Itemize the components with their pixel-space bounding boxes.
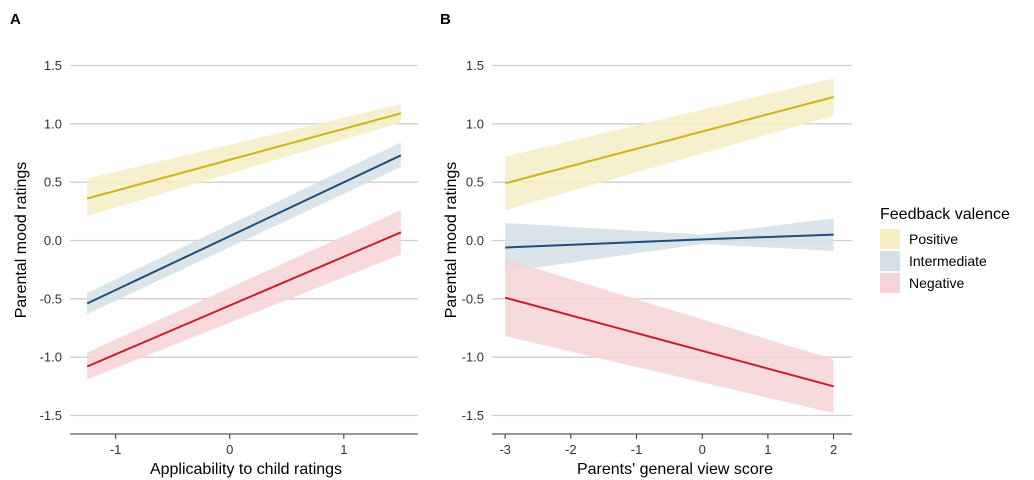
panel-b-intermediate-confidence-band [505, 218, 834, 272]
panel-a-positive-confidence-band [87, 104, 401, 216]
legend-label-positive: Positive [909, 231, 958, 247]
panel-b-x-axis-title: Parents' general view score [577, 461, 773, 478]
panel-a: A -1.5 -1.0 -0.5 0.0 0.5 1.0 1.5 -1 0 1 Applicabi… [10, 11, 418, 478]
panel-b-x-tick-label: -1 [631, 442, 643, 457]
panel-a-lines [86, 112, 402, 368]
legend-label-intermediate: Intermediate [909, 253, 987, 269]
panel-a-y-tick-label: 0.5 [44, 175, 62, 190]
panel-a-x-axis-title: Applicability to child ratings [150, 461, 342, 478]
legend-title: Feedback valence [880, 206, 1010, 223]
panel-b-intermediate-line [505, 233, 834, 249]
panel-b-x-tick-label: -3 [499, 442, 511, 457]
panel-a-y-tick-label: -1.0 [40, 350, 62, 365]
panel-b-bands [505, 78, 834, 414]
panel-a-bands [87, 104, 401, 380]
legend-swatch-positive [880, 229, 900, 249]
panel-b-negative-confidence-band [505, 259, 834, 414]
legend: Feedback valence Positive Intermediate Neg… [880, 206, 1010, 293]
panel-b-y-tick-label: 1.0 [466, 116, 484, 131]
panel-a-label: A [10, 11, 21, 28]
panel-b-lines [504, 96, 834, 388]
panel-a-y-tick-label: 1.5 [44, 58, 62, 73]
legend-swatch-negative [880, 273, 900, 293]
legend-item-negative: Negative [880, 273, 964, 293]
panel-b-positive-confidence-band [505, 78, 834, 211]
panel-a-negative-confidence-band [87, 210, 401, 380]
panel-a-y-tick-label: 1.0 [44, 116, 62, 131]
legend-items: Positive Intermediate Negative [880, 229, 987, 293]
panel-b-x-tick-label: 1 [764, 442, 771, 457]
panel-a-intermediate-line [86, 154, 402, 305]
panel-b-y-tick-label: -1.0 [462, 350, 484, 365]
panel-b-x-tick-label: 0 [699, 442, 706, 457]
panel-b-label: B [440, 11, 451, 28]
panel-b-positive-line [504, 96, 834, 185]
panel-b-y-tick-label: 0.5 [466, 175, 484, 190]
legend-item-positive: Positive [880, 229, 958, 249]
panel-a-intermediate-confidence-band [87, 142, 401, 314]
panel-a-negative-line [86, 231, 402, 368]
panel-a-y-axis-title: Parental mood ratings [13, 162, 30, 319]
panel-b-axes: -1.5 -1.0 -0.5 0.0 0.5 1.0 1.5 -3 -2 -1 0 1 2 [462, 58, 852, 457]
panel-b-y-tick-label: 1.5 [466, 58, 484, 73]
panel-b-negative-line [504, 296, 834, 388]
panel-a-y-tick-label: -0.5 [40, 291, 62, 306]
panel-a-x-tick-label: 1 [340, 442, 347, 457]
panel-b-y-axis-title: Parental mood ratings [443, 162, 460, 319]
panel-a-y-tick-label: 0.0 [44, 233, 62, 248]
panel-b-y-tick-label: 0.0 [466, 233, 484, 248]
panel-a-axes: -1.5 -1.0 -0.5 0.0 0.5 1.0 1.5 -1 0 1 [40, 58, 418, 457]
panel-b: B -1.5 -1.0 -0.5 0.0 0.5 1.0 1.5 -3 -2 -1 0 1 2 Pare… [440, 11, 852, 478]
legend-swatch-intermediate [880, 251, 900, 271]
panel-b-x-tick-label: -2 [565, 442, 577, 457]
panel-a-x-tick-label: 0 [226, 442, 233, 457]
panel-b-x-tick-label: 2 [830, 442, 837, 457]
legend-item-intermediate: Intermediate [880, 251, 987, 271]
panel-b-y-tick-label: -1.5 [462, 408, 484, 423]
legend-label-negative: Negative [909, 275, 964, 291]
panel-b-y-tick-label: -0.5 [462, 291, 484, 306]
panel-a-positive-line [86, 112, 402, 200]
panel-a-y-tick-label: -1.5 [40, 408, 62, 423]
panel-a-x-tick-label: -1 [110, 442, 122, 457]
